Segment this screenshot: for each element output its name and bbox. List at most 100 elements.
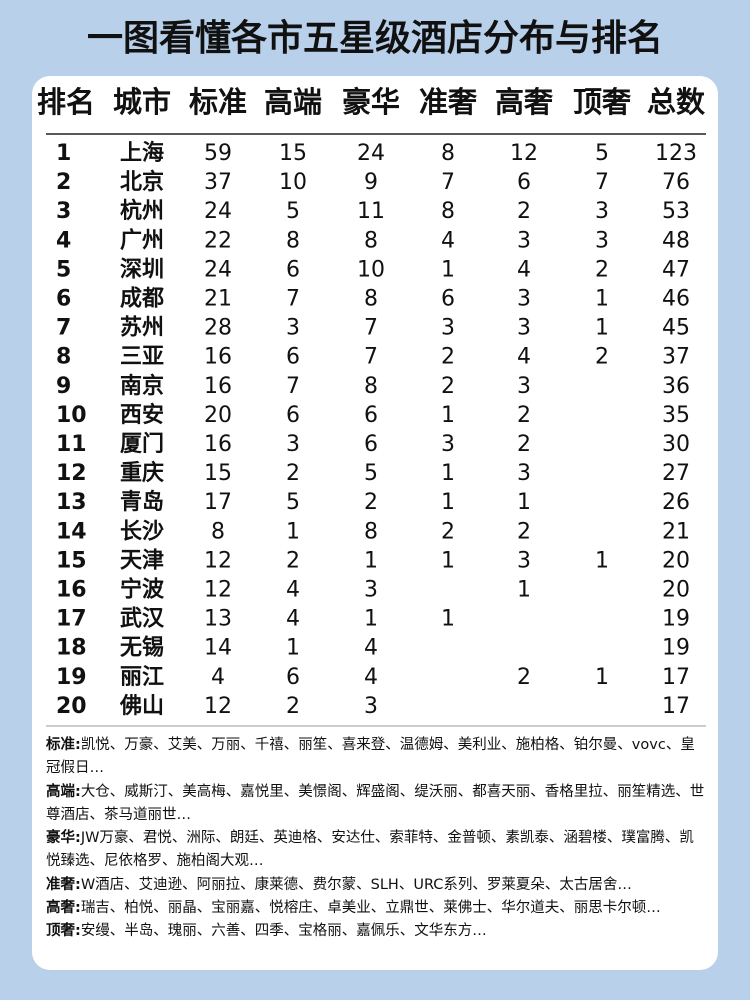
count-cell: 1 bbox=[517, 578, 531, 603]
count-cell: 123 bbox=[655, 141, 697, 166]
count-cell: 24 bbox=[204, 257, 232, 282]
count-cell: 76 bbox=[662, 170, 690, 195]
count-cell: 30 bbox=[662, 432, 690, 457]
city-cell: 长沙 bbox=[120, 519, 164, 544]
count-cell: 3 bbox=[286, 432, 300, 457]
city-cell: 西安 bbox=[120, 402, 164, 428]
count-cell: 36 bbox=[662, 374, 690, 399]
count-cell: 13 bbox=[204, 607, 232, 632]
city-cell: 三亚 bbox=[120, 345, 164, 370]
count-cell: 9 bbox=[364, 170, 378, 195]
city-cell: 苏州 bbox=[120, 315, 164, 341]
rank-cell: 2 bbox=[56, 170, 71, 195]
note: 标准:凯悦、万豪、艾美、万丽、千禧、丽笙、喜来登、温德姆、美利业、施柏格、铂尔曼… bbox=[46, 734, 708, 781]
count-cell: 1 bbox=[441, 548, 455, 573]
count-cell: 20 bbox=[662, 578, 690, 603]
count-cell: 5 bbox=[286, 490, 300, 515]
count-cell: 45 bbox=[662, 316, 690, 341]
count-cell: 15 bbox=[204, 461, 232, 486]
count-cell: 8 bbox=[211, 519, 225, 544]
rank-cell: 12 bbox=[56, 461, 87, 486]
city-cell: 南京 bbox=[120, 373, 164, 399]
count-cell: 3 bbox=[364, 694, 378, 719]
count-cell: 14 bbox=[204, 636, 232, 661]
count-cell: 2 bbox=[364, 490, 378, 515]
count-cell: 3 bbox=[517, 287, 531, 312]
count-cell: 11 bbox=[357, 199, 385, 224]
count-cell: 5 bbox=[286, 199, 300, 224]
city-cell: 北京 bbox=[120, 169, 164, 195]
count-cell: 10 bbox=[279, 170, 307, 195]
count-cell: 24 bbox=[204, 199, 232, 224]
rank-cell: 19 bbox=[56, 665, 87, 690]
header-cell: 高端 bbox=[264, 85, 322, 119]
count-cell: 8 bbox=[364, 374, 378, 399]
count-cell: 21 bbox=[204, 287, 232, 312]
rank-cell: 16 bbox=[56, 578, 87, 603]
count-cell: 26 bbox=[662, 490, 690, 515]
count-cell: 7 bbox=[441, 170, 455, 195]
count-cell: 3 bbox=[595, 228, 609, 253]
count-cell: 1 bbox=[441, 607, 455, 632]
header-cell: 高奢 bbox=[495, 85, 554, 119]
note-text: 凯悦、万豪、艾美、万丽、千禧、丽笙、喜来登、温德姆、美利业、施柏格、铂尔曼、vo… bbox=[46, 737, 695, 777]
note-text: 安缦、半岛、瑰丽、六善、四季、宝格丽、嘉佩乐、文华东方… bbox=[80, 923, 487, 940]
note: 豪华:JW万豪、君悦、洲际、朗廷、英迪格、安达仕、索菲特、金普顿、素凯泰、涵碧楼… bbox=[46, 827, 708, 874]
note-label: 高端: bbox=[46, 783, 81, 800]
city-cell: 重庆 bbox=[120, 460, 164, 486]
count-cell: 2 bbox=[517, 432, 531, 457]
city-cell: 厦门 bbox=[120, 431, 164, 457]
city-cell: 无锡 bbox=[120, 636, 164, 661]
count-cell: 17 bbox=[662, 694, 690, 719]
count-cell: 7 bbox=[595, 170, 609, 195]
city-cell: 深圳 bbox=[120, 257, 164, 282]
note: 高奢:瑞吉、柏悦、丽晶、宝丽嘉、悦榕庄、卓美业、立鼎世、莱佛士、华尔道夫、丽思卡… bbox=[46, 897, 708, 920]
count-cell: 6 bbox=[364, 432, 378, 457]
rank-cell: 1 bbox=[56, 141, 71, 166]
count-cell: 19 bbox=[662, 636, 690, 661]
header-cell: 排名 bbox=[37, 85, 95, 119]
note-text: W酒店、艾迪逊、阿丽拉、康莱德、费尔蒙、SLH、URC系列、罗莱夏朵、太古居舍… bbox=[80, 876, 632, 893]
rank-cell: 4 bbox=[56, 228, 71, 253]
count-cell: 3 bbox=[517, 316, 531, 341]
notes: 标准:凯悦、万豪、艾美、万丽、千禧、丽笙、喜来登、温德姆、美利业、施柏格、铂尔曼… bbox=[46, 734, 708, 944]
count-cell: 1 bbox=[286, 636, 300, 661]
city-cell: 杭州 bbox=[120, 198, 164, 224]
city-cell: 上海 bbox=[120, 140, 164, 166]
count-cell: 16 bbox=[204, 374, 232, 399]
count-cell: 37 bbox=[204, 170, 232, 195]
rank-cell: 17 bbox=[56, 607, 87, 632]
count-cell: 5 bbox=[364, 461, 378, 486]
rank-cell: 6 bbox=[56, 287, 71, 312]
count-cell: 15 bbox=[279, 141, 307, 166]
rank-cell: 18 bbox=[56, 636, 87, 661]
rank-cell: 20 bbox=[56, 694, 87, 719]
count-cell: 1 bbox=[441, 490, 455, 515]
header-cell: 总数 bbox=[647, 85, 706, 119]
count-cell: 2 bbox=[286, 694, 300, 719]
count-cell: 6 bbox=[286, 345, 300, 370]
count-cell: 48 bbox=[662, 228, 690, 253]
count-cell: 3 bbox=[517, 461, 531, 486]
count-cell: 4 bbox=[286, 578, 300, 603]
count-cell: 8 bbox=[364, 519, 378, 544]
count-cell: 7 bbox=[364, 345, 378, 370]
rank-cell: 11 bbox=[56, 432, 87, 457]
rank-cell: 8 bbox=[56, 345, 71, 370]
count-cell: 2 bbox=[286, 461, 300, 486]
count-cell: 6 bbox=[517, 170, 531, 195]
count-cell: 1 bbox=[364, 548, 378, 573]
rank-cell: 15 bbox=[56, 548, 87, 573]
count-cell: 10 bbox=[357, 257, 385, 282]
count-cell: 12 bbox=[510, 141, 538, 166]
count-cell: 6 bbox=[441, 287, 455, 312]
city-cell: 成都 bbox=[120, 287, 164, 312]
count-cell: 3 bbox=[517, 228, 531, 253]
count-cell: 3 bbox=[595, 199, 609, 224]
count-cell: 47 bbox=[662, 257, 690, 282]
count-cell: 27 bbox=[662, 461, 690, 486]
count-cell: 6 bbox=[286, 665, 300, 690]
count-cell: 7 bbox=[286, 374, 300, 399]
note-text: 瑞吉、柏悦、丽晶、宝丽嘉、悦榕庄、卓美业、立鼎世、莱佛士、华尔道夫、丽思卡尔顿… bbox=[80, 900, 661, 917]
